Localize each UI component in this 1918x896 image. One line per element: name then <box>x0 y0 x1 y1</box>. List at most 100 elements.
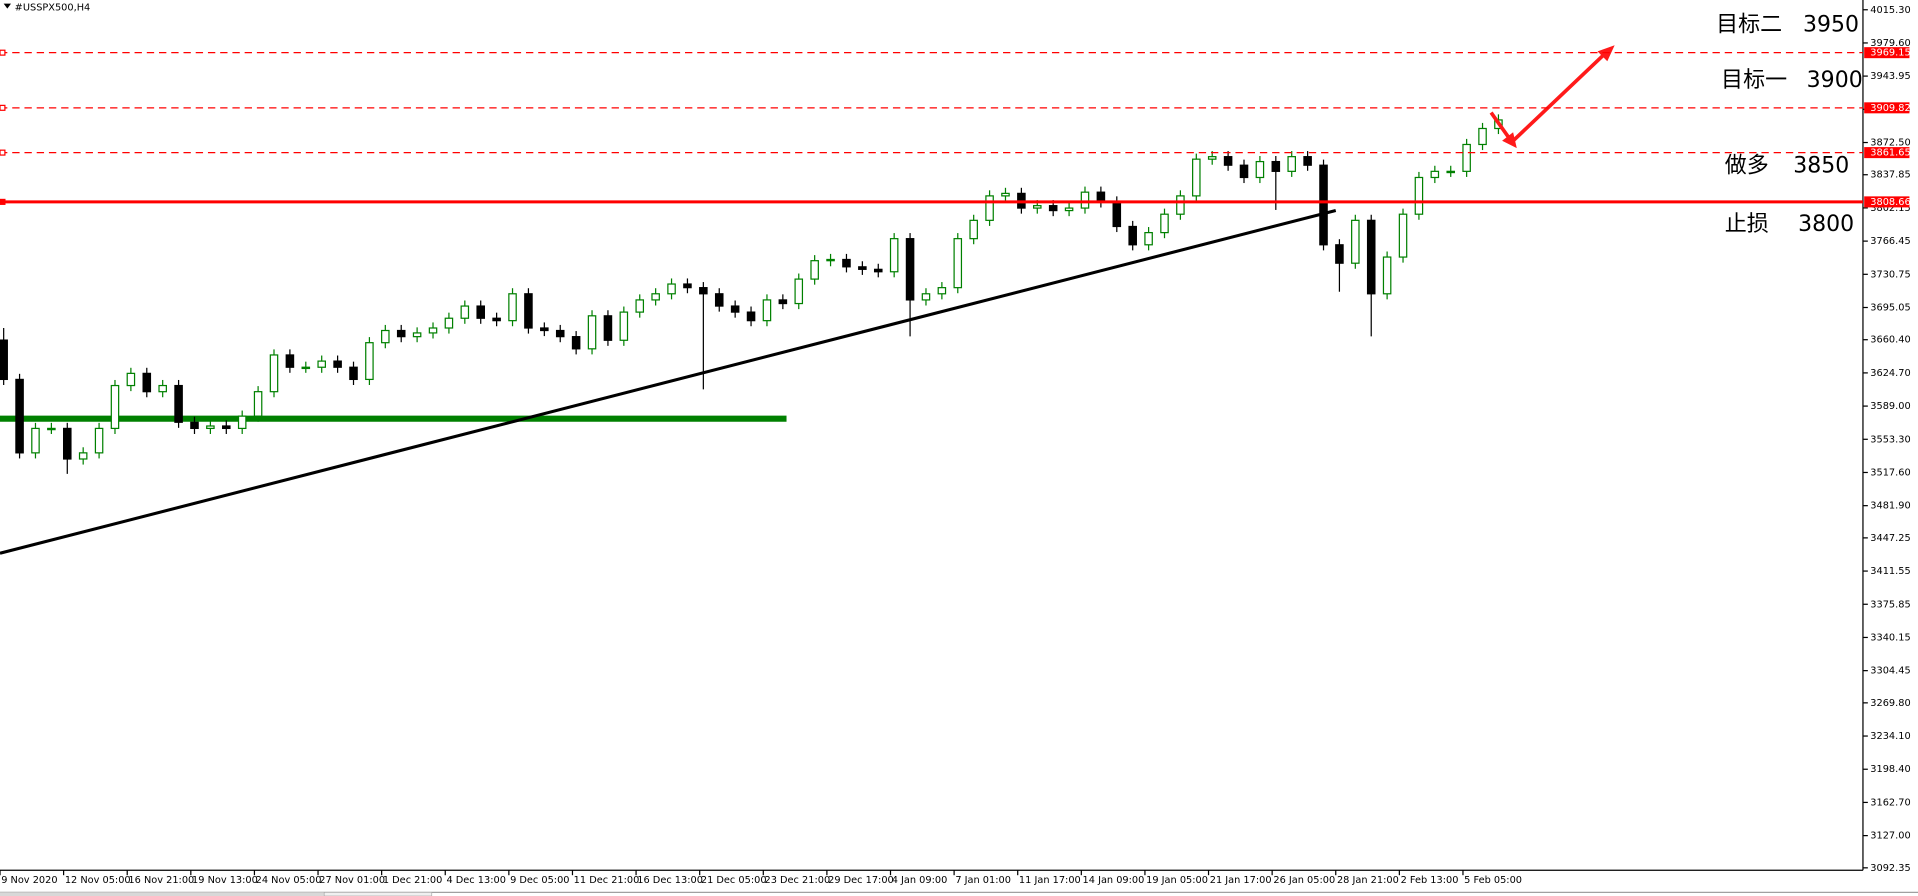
candle-body <box>444 317 454 329</box>
candle-body <box>778 299 788 305</box>
x-tick-label: 4 Jan 09:00 <box>892 875 948 886</box>
candle-body <box>1176 195 1185 215</box>
y-tick-label: 3269.80 <box>1870 698 1910 709</box>
candle-body <box>0 339 8 381</box>
tab[interactable] <box>0 892 325 896</box>
candle-body <box>1255 160 1265 179</box>
y-tick-label: 3802.15 <box>1870 203 1910 214</box>
candle-body <box>365 342 374 381</box>
candle-body <box>651 293 660 301</box>
annotation-value: 3950 <box>1803 13 1859 38</box>
x-tick-label: 27 Nov 01:00 <box>319 875 385 886</box>
candle-body <box>31 427 40 454</box>
candle-body <box>953 238 963 289</box>
candle-body <box>1064 207 1074 212</box>
y-tick-label: 3837.85 <box>1870 170 1910 181</box>
candle-body <box>301 366 311 370</box>
trendline <box>0 209 1337 555</box>
candle-body <box>110 384 120 430</box>
candle-body <box>428 327 438 334</box>
candle-body <box>1144 231 1153 246</box>
candle-body <box>1033 205 1042 209</box>
x-tick-label: 12 Nov 05:00 <box>65 875 131 886</box>
candle-body <box>524 293 533 329</box>
candle-body <box>540 327 549 332</box>
annotation-value: 3900 <box>1807 68 1863 93</box>
y-tick-label: 3127.00 <box>1870 831 1910 842</box>
candle-body <box>1478 127 1487 146</box>
x-tick-label: 11 Dec 21:00 <box>574 875 640 886</box>
candle-body <box>1048 205 1058 212</box>
candle-body <box>794 278 804 305</box>
candle-body <box>317 360 326 368</box>
y-tick-label: 3979.60 <box>1870 38 1910 49</box>
candle-body <box>730 305 740 313</box>
x-tick-label: 24 Nov 05:00 <box>256 875 322 886</box>
candle-body <box>746 311 756 322</box>
candle-body <box>1128 225 1137 246</box>
candle-body <box>858 266 867 270</box>
candle-body <box>842 258 851 268</box>
candle-body <box>571 336 581 350</box>
candle-body <box>1398 213 1408 258</box>
candle-body <box>285 354 295 368</box>
y-tick-label: 3660.40 <box>1870 335 1910 346</box>
y-tick-label: 3589.00 <box>1870 401 1910 412</box>
y-tick-label: 3517.60 <box>1870 467 1910 478</box>
candle-body <box>158 384 167 393</box>
y-tick-label: 3695.05 <box>1870 302 1910 313</box>
candle-body <box>714 293 724 307</box>
x-tick-label: 23 Dec 21:00 <box>765 875 831 886</box>
level-price-label: 3861.65 <box>1870 148 1910 159</box>
candle-body <box>1287 156 1296 172</box>
x-tick-label: 1 Dec 21:00 <box>383 875 442 886</box>
y-tick-label: 3162.70 <box>1870 797 1910 808</box>
x-tick-label: 9 Nov 2020 <box>1 875 57 886</box>
candle-body <box>985 195 994 221</box>
y-tick-label: 3553.30 <box>1870 434 1910 445</box>
candle-body <box>78 452 88 460</box>
x-tick-label: 7 Jan 01:00 <box>955 875 1011 886</box>
candle-body <box>1080 191 1090 209</box>
chart-title: #USSPX500,H4 <box>15 2 91 13</box>
candle-body <box>603 315 613 341</box>
candle-body <box>349 366 358 381</box>
y-tick-label: 3092.35 <box>1870 863 1910 874</box>
tab[interactable] <box>323 892 433 896</box>
level-price-label: 3808.66 <box>1870 197 1910 208</box>
candle-body <box>381 329 390 344</box>
x-tick-label: 19 Jan 05:00 <box>1146 875 1208 886</box>
level-handle <box>0 149 6 156</box>
x-tick-label: 16 Dec 13:00 <box>637 875 703 886</box>
level-handle <box>0 104 6 111</box>
candle-body <box>1303 156 1312 166</box>
level-handle <box>0 49 6 56</box>
level-price-label: 3969.15 <box>1870 48 1910 59</box>
candle-body <box>206 425 215 430</box>
candle-body <box>412 332 422 338</box>
candle-body <box>476 305 486 319</box>
y-tick-label: 3340.15 <box>1870 632 1910 643</box>
candle-body <box>587 315 597 350</box>
candle-body <box>1239 164 1249 179</box>
candle-body <box>683 283 692 289</box>
x-tick-label: 16 Nov 21:00 <box>128 875 194 886</box>
candle-body <box>826 258 835 262</box>
y-tick-label: 3411.55 <box>1870 566 1910 577</box>
x-tick-label: 11 Jan 17:00 <box>1019 875 1081 886</box>
candle-body <box>810 260 819 280</box>
symbol-menu-icon[interactable] <box>3 3 12 9</box>
candle-body <box>969 219 978 240</box>
candle-body <box>1207 156 1217 160</box>
level-price-box <box>1864 47 1910 59</box>
x-tick-label: 2 Feb 13:00 <box>1401 875 1459 886</box>
level-price-label: 3909.82 <box>1870 103 1910 114</box>
x-tick-label: 29 Dec 17:00 <box>828 875 894 886</box>
candle-body <box>333 360 342 368</box>
level-price-box <box>1864 147 1910 159</box>
candle-body <box>1192 158 1201 197</box>
candle-body <box>1351 219 1360 264</box>
candle-body <box>237 415 247 430</box>
